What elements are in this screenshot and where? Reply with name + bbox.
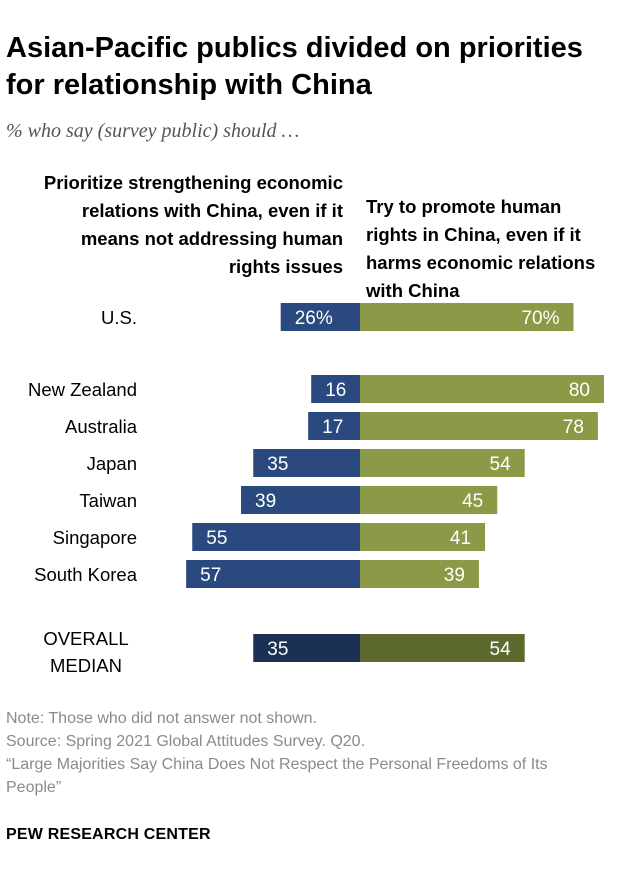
pew-research-center-logo: PEW RESEARCH CENTER bbox=[6, 826, 211, 843]
value-label-right-3: 54 bbox=[490, 454, 512, 475]
value-label-right-6: 39 bbox=[444, 565, 465, 586]
value-label-left-3: 35 bbox=[267, 454, 288, 475]
bar-right-5 bbox=[360, 523, 486, 551]
value-label-left-1: 16 bbox=[325, 380, 346, 401]
bar-left-5 bbox=[192, 523, 360, 551]
category-label-3: Japan bbox=[87, 453, 137, 474]
bar-right-7 bbox=[360, 634, 525, 662]
category-label-4: Taiwan bbox=[79, 490, 137, 511]
category-label-0: U.S. bbox=[101, 307, 137, 328]
bar-left-3 bbox=[253, 449, 360, 477]
report-title-text: “Large Majorities Say China Does Not Res… bbox=[6, 756, 548, 796]
bar-right-1 bbox=[360, 375, 604, 403]
category-label-1: New Zealand bbox=[28, 379, 137, 400]
right-series-header: Try to promote human rights in China, ev… bbox=[366, 196, 596, 301]
chart-subtitle: % who say (survey public) should … bbox=[6, 120, 300, 142]
bar-left-7 bbox=[253, 634, 360, 662]
diverging-bar-chart: 26% 70% U.S. 16 80 New Zealand 17 78 Australia 35… bbox=[28, 303, 604, 676]
bar-right-3 bbox=[360, 449, 525, 477]
category-label-2: Australia bbox=[65, 416, 138, 437]
left-series-header: Prioritize strengthening economic relati… bbox=[43, 172, 343, 277]
value-label-right-7: 54 bbox=[490, 639, 512, 660]
chart-title: Asian-Pacific publics divided on priorit… bbox=[6, 32, 583, 101]
note-text: Note: Those who did not answer not shown… bbox=[6, 710, 317, 727]
value-label-left-7: 35 bbox=[267, 639, 288, 660]
value-label-right-0: 70% bbox=[521, 308, 559, 329]
value-label-right-1: 80 bbox=[569, 380, 590, 401]
value-label-left-4: 39 bbox=[255, 491, 276, 512]
notes-block: Note: Those who did not answer not shown… bbox=[6, 707, 606, 799]
bar-right-4 bbox=[360, 486, 498, 514]
category-label-5: Singapore bbox=[53, 527, 137, 548]
bar-right-0 bbox=[360, 303, 574, 331]
category-label-7: OVERALL MEDIAN bbox=[43, 628, 128, 676]
value-label-left-2: 17 bbox=[322, 417, 343, 438]
bar-left-1 bbox=[311, 375, 360, 403]
value-label-right-5: 41 bbox=[450, 528, 471, 549]
bar-left-4 bbox=[241, 486, 360, 514]
category-label-6: South Korea bbox=[34, 564, 138, 585]
value-label-left-0: 26% bbox=[295, 308, 333, 329]
bar-left-2 bbox=[308, 412, 360, 440]
bar-right-2 bbox=[360, 412, 598, 440]
bar-left-6 bbox=[186, 560, 360, 588]
bar-left-0 bbox=[280, 303, 360, 331]
bar-right-6 bbox=[360, 560, 479, 588]
value-label-left-5: 55 bbox=[206, 528, 227, 549]
value-label-right-4: 45 bbox=[462, 491, 483, 512]
value-label-left-6: 57 bbox=[200, 565, 221, 586]
value-label-right-2: 78 bbox=[563, 417, 584, 438]
source-text: Source: Spring 2021 Global Attitudes Sur… bbox=[6, 733, 366, 750]
